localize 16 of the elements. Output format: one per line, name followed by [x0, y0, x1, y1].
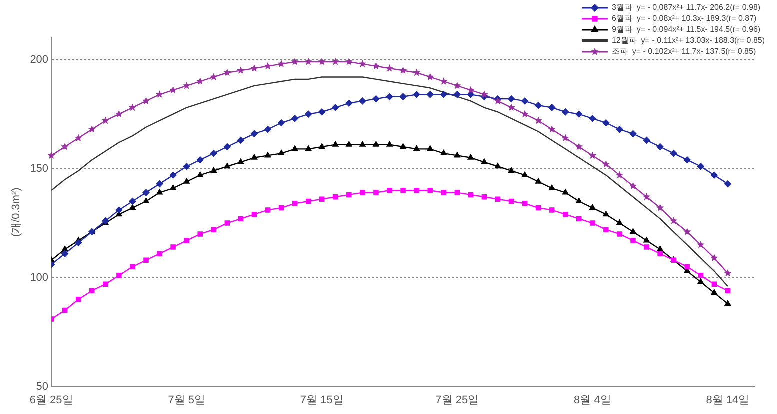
x-tick-label: 6월 25일: [30, 394, 74, 406]
y-tick-label: 150: [30, 162, 49, 175]
legend-label: 9월파 y= - 0.094x²+ 11.5x- 194.5(r= 0.96): [612, 25, 761, 34]
x-tick-label: 7월 25일: [436, 394, 480, 406]
legend-label: 조파 y= - 0.102x²+ 11.7x- 137.5(r= 0.85): [612, 47, 756, 56]
x-tick-label: 8월 14일: [706, 394, 750, 406]
x-tick-label: 7월 5일: [168, 394, 206, 406]
x-tick-label: 7월 15일: [300, 394, 344, 406]
y-tick-label: 50: [36, 380, 49, 393]
y-tick-label: 200: [30, 54, 49, 66]
legend-label: 3월파 y= - 0.087x²+ 11.7x- 206.2(r= 0.98): [612, 3, 761, 12]
y-axis-title: (개/0.3m²): [10, 188, 23, 238]
x-tick-label: 8월 4일: [574, 394, 612, 406]
y-tick-label: 100: [30, 272, 49, 284]
legend-label: 12월파 y= - 0.11x²+ 13.03x- 188.3(r= 0.85): [612, 36, 766, 46]
legend-label: 6월파 y= - 0.08x²+ 10.3x- 189.3(r= 0.87): [612, 14, 758, 24]
